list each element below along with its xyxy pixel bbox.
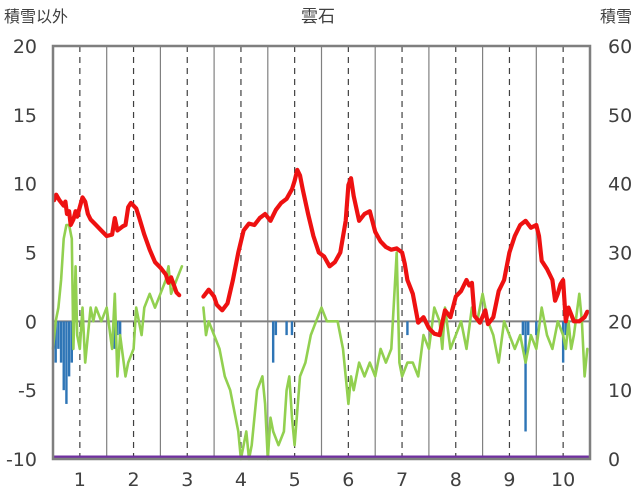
green-line [202, 251, 589, 461]
right-tick-label: 0 [608, 449, 620, 471]
chart-title: 雲石 [301, 7, 335, 27]
x-tick-label: 2 [128, 469, 140, 491]
bar [65, 321, 68, 404]
bar [285, 321, 288, 336]
x-tick-label: 4 [235, 469, 247, 491]
left-tick-label: 5 [25, 243, 37, 265]
x-axis-ticks: 1 2 3 4 5 6 7 8 9 10 [74, 469, 575, 491]
left-tick-label: -5 [18, 380, 37, 402]
bar [290, 321, 294, 336]
red-line [52, 192, 182, 298]
x-tick-label: 7 [396, 469, 408, 491]
bar [57, 321, 60, 349]
bar [67, 321, 71, 377]
x-tick-label: 8 [450, 469, 462, 491]
bar [521, 321, 525, 336]
red-line [201, 167, 590, 338]
right-axis-title: 積雪 [600, 7, 632, 26]
green-line [51, 223, 184, 378]
bar [535, 321, 538, 336]
bar [116, 321, 119, 336]
x-tick-label: 6 [342, 469, 354, 491]
bar [527, 321, 530, 336]
x-tick-label: 9 [503, 469, 515, 491]
x-tick-label: 1 [74, 469, 86, 491]
bar [524, 321, 527, 432]
x-tick-label: 3 [181, 469, 193, 491]
left-tick-label: -10 [6, 449, 37, 471]
right-tick-label: 60 [608, 36, 632, 58]
bar [70, 321, 74, 363]
right-tick-label: 40 [608, 174, 632, 196]
bar [59, 321, 63, 363]
bar [564, 321, 568, 336]
plot-frame [51, 44, 592, 461]
left-tick-label: 0 [25, 311, 37, 333]
red-line-series [52, 167, 590, 338]
right-tick-label: 50 [608, 105, 632, 127]
right-tick-label: 30 [608, 243, 632, 265]
left-axis-title: 積雪以外 [4, 7, 68, 26]
x-tick-label: 5 [289, 469, 301, 491]
left-axis-ticks: 20 15 10 5 0 -5 -10 [6, 36, 37, 471]
left-tick-label: 15 [13, 105, 37, 127]
bar [113, 321, 116, 349]
right-tick-label: 10 [608, 380, 632, 402]
bar [54, 321, 57, 363]
right-axis-ticks: 60 50 40 30 20 10 0 [608, 36, 632, 471]
left-tick-label: 10 [13, 174, 37, 196]
bar [62, 321, 65, 391]
bar [406, 321, 409, 336]
x-tick-label: 10 [551, 469, 575, 491]
right-tick-label: 20 [608, 311, 632, 333]
bar [274, 321, 278, 336]
bar [271, 321, 275, 363]
green-line-series [51, 223, 589, 461]
left-tick-label: 20 [13, 36, 37, 58]
